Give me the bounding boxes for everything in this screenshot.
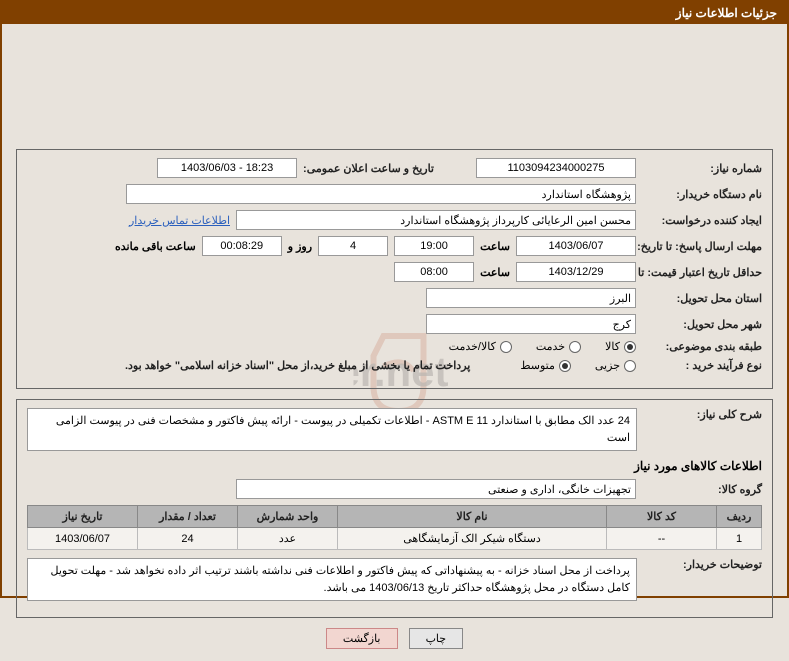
col-name: نام کالا <box>338 506 607 528</box>
summary-text: 24 عدد الک مطابق با استاندارد ASTM E 11 … <box>27 408 637 451</box>
buyer-org-input <box>126 184 636 204</box>
goods-table: ردیف کد کالا نام کالا واحد شمارش تعداد /… <box>27 505 762 550</box>
buyer-org-label: نام دستگاه خریدار: <box>642 188 762 201</box>
col-code: کد کالا <box>607 506 717 528</box>
buyer-notes-text: پرداخت از محل اسناد خزانه - به پیشنهادات… <box>27 558 637 601</box>
radio-goods[interactable]: کالا <box>605 340 636 353</box>
radio-icon <box>559 360 571 372</box>
details-fieldset: شرح کلی نیاز: 24 عدد الک مطابق با استاند… <box>16 399 773 618</box>
validity-label: حداقل تاریخ اعتبار قیمت: تا تاریخ: <box>642 266 762 279</box>
province-input <box>426 288 636 308</box>
col-unit: واحد شمارش <box>238 506 338 528</box>
category-label: طبقه بندی موضوعی: <box>642 340 762 353</box>
info-fieldset: شماره نیاز: تاریخ و ساعت اعلان عمومی: نا… <box>16 149 773 389</box>
deadline-time-input <box>394 236 474 256</box>
city-input <box>426 314 636 334</box>
page-header: جزئیات اطلاعات نیاز <box>2 2 787 24</box>
radio-goods-service[interactable]: کالا/خدمت <box>449 340 512 353</box>
requester-label: ایجاد کننده درخواست: <box>642 214 762 227</box>
need-no-label: شماره نیاز: <box>642 162 762 175</box>
radio-service[interactable]: خدمت <box>536 340 581 353</box>
col-row: ردیف <box>717 506 762 528</box>
buyer-notes-label: توضیحات خریدار: <box>643 558 762 571</box>
radio-minor[interactable]: جزیی <box>595 359 636 372</box>
city-label: شهر محل تحویل: <box>642 318 762 331</box>
goods-section-title: اطلاعات کالاهای مورد نیاز <box>27 459 762 473</box>
province-label: استان محل تحویل: <box>642 292 762 305</box>
validity-time-input <box>394 262 474 282</box>
remaining-label: ساعت باقی مانده <box>115 240 196 253</box>
purchase-note: پرداخت تمام یا بخشی از مبلغ خرید،از محل … <box>125 359 470 372</box>
summary-label: شرح کلی نیاز: <box>643 408 762 421</box>
purchase-type-label: نوع فرآیند خرید : <box>642 359 762 372</box>
back-button[interactable]: بازگشت <box>326 628 398 649</box>
days-and-label: روز و <box>288 240 312 253</box>
radio-icon <box>569 341 581 353</box>
need-no-input <box>476 158 636 178</box>
validity-date-input <box>516 262 636 282</box>
time-label-2: ساعت <box>480 266 510 279</box>
deadline-date-input <box>516 236 636 256</box>
col-qty: تعداد / مقدار <box>138 506 238 528</box>
announce-input <box>157 158 297 178</box>
radio-medium[interactable]: متوسط <box>520 359 571 372</box>
goods-group-input <box>236 479 636 499</box>
radio-icon <box>500 341 512 353</box>
announce-label: تاریخ و ساعت اعلان عمومی: <box>303 162 434 175</box>
goods-group-label: گروه کالا: <box>642 483 762 496</box>
radio-icon <box>624 360 636 372</box>
table-row: 1 -- دستگاه شیکر الک آزمایشگاهی عدد 24 1… <box>28 528 762 550</box>
radio-icon <box>624 341 636 353</box>
deadline-label: مهلت ارسال پاسخ: تا تاریخ: <box>642 240 762 253</box>
days-input <box>318 236 388 256</box>
requester-input <box>236 210 636 230</box>
col-date: تاریخ نیاز <box>28 506 138 528</box>
remaining-time-input <box>202 236 282 256</box>
time-label-1: ساعت <box>480 240 510 253</box>
contact-link[interactable]: اطلاعات تماس خریدار <box>129 214 230 227</box>
print-button[interactable]: چاپ <box>409 628 464 649</box>
